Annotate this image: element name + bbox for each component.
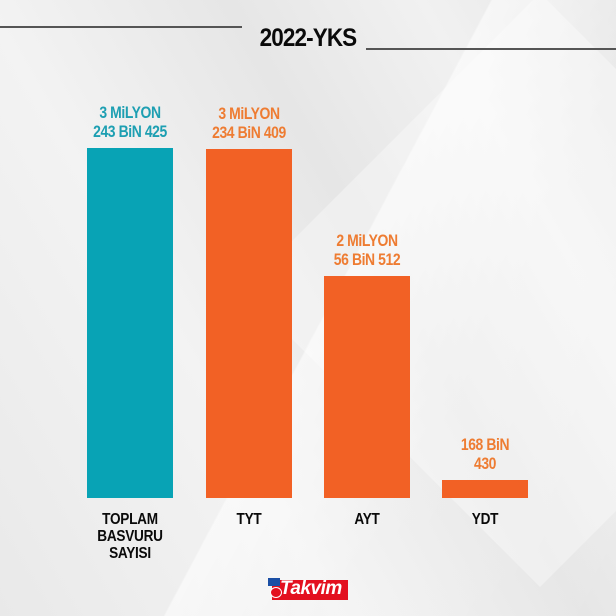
bar-ydt: [442, 480, 528, 498]
value-label-line: 3 MiLYON: [99, 103, 161, 122]
category-label: AYT: [312, 511, 423, 528]
flag-icon: [270, 587, 282, 598]
value-label-line: 168 BiN: [460, 435, 510, 454]
chart-title: 2022-YKS: [259, 24, 358, 52]
logo-blue-block: [268, 578, 280, 586]
category-label-line: SAYISI: [109, 545, 151, 562]
value-label: 168 BiN 430: [432, 435, 539, 473]
category-label-line: TYT: [236, 511, 262, 528]
takvim-logo: Takvim: [268, 578, 348, 600]
value-label: 2 MiLYON 56 BiN 512: [314, 231, 421, 269]
value-label: 3 MiLYON 243 BiN 425: [77, 103, 184, 141]
category-label-line: AYT: [354, 511, 380, 528]
logo-text: Takvim: [280, 578, 342, 599]
bar-tyt: [206, 149, 292, 498]
bar-toplam-basvuru-sayisi: [87, 148, 173, 498]
logo-red-block: [272, 580, 348, 600]
value-label-line: 56 BiN 512: [333, 250, 401, 269]
category-label: YDT: [430, 511, 541, 528]
category-label-line: BASVURU: [97, 528, 163, 545]
value-label-line: 243 BiN 425: [93, 122, 167, 141]
value-label-line: 234 BiN 409: [212, 123, 286, 142]
value-label-line: 3 MiLYON: [218, 104, 280, 123]
category-label: TOPLAM BASVURU SAYISI: [75, 511, 186, 562]
category-label: TYT: [194, 511, 305, 528]
value-label: 3 MiLYON 234 BiN 409: [196, 104, 303, 142]
category-label-line: YDT: [471, 511, 499, 528]
value-label-line: 430: [473, 454, 497, 473]
title-rule-right: [366, 48, 616, 50]
category-label-line: TOPLAM: [102, 511, 158, 528]
bar-ayt: [324, 276, 410, 498]
value-label-line: 2 MiLYON: [336, 231, 398, 250]
title-rule-left: [0, 26, 242, 28]
